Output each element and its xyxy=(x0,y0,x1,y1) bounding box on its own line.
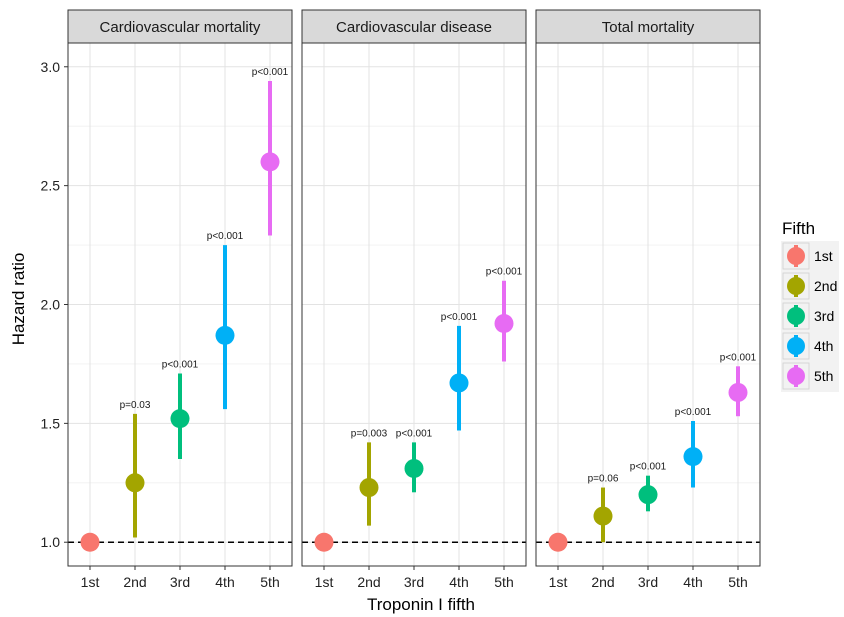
legend: Fifth 1st 2nd 3rd 4th 5th xyxy=(781,219,839,392)
data-point xyxy=(593,506,613,526)
data-point xyxy=(260,152,280,172)
data-point xyxy=(728,382,748,402)
data-point xyxy=(359,478,379,498)
legend-key-point xyxy=(787,277,805,295)
p-value-label: p=0.06 xyxy=(588,474,619,485)
data-point xyxy=(170,409,190,429)
y-tick-label: 1.0 xyxy=(41,534,61,550)
x-tick-label: 3rd xyxy=(638,574,658,590)
data-point xyxy=(314,532,334,552)
panels-layer: 1.0 1.5 2.0 2.5 3.0 Cardiovascular mortality p… xyxy=(41,9,761,590)
data-point xyxy=(125,473,145,493)
panel-1: Cardiovascular mortality p=0.03 p<0.001 p<0… xyxy=(67,9,293,590)
x-tick-label: 4th xyxy=(683,574,702,590)
strip-background xyxy=(67,9,293,44)
data-point xyxy=(548,532,568,552)
data-point xyxy=(404,459,424,479)
x-tick-label: 1st xyxy=(81,574,100,590)
p-value-label: p<0.001 xyxy=(207,231,244,242)
legend-key-point xyxy=(787,337,805,355)
data-point xyxy=(449,373,469,393)
p-value-label: p<0.001 xyxy=(675,407,712,418)
strip-background xyxy=(301,9,527,44)
p-value-label: p=0.003 xyxy=(351,428,388,439)
data-point xyxy=(683,447,703,467)
x-tick-label: 5th xyxy=(260,574,279,590)
data-point xyxy=(638,485,658,505)
p-value-label: p=0.03 xyxy=(120,400,151,411)
strip-background xyxy=(535,9,761,44)
legend-label: 3rd xyxy=(814,308,834,324)
p-value-label: p<0.001 xyxy=(486,267,523,278)
legend-label: 5th xyxy=(814,368,833,384)
data-point xyxy=(80,532,100,552)
p-value-label: p<0.001 xyxy=(441,312,478,323)
x-tick-label: 2nd xyxy=(123,574,146,590)
data-point xyxy=(494,314,514,334)
y-axis-title: Hazard ratio xyxy=(9,253,28,346)
p-value-label: p<0.001 xyxy=(162,359,199,370)
panel-title: Cardiovascular disease xyxy=(336,19,492,36)
y-tick-label: 3.0 xyxy=(41,59,61,75)
legend-title: Fifth xyxy=(782,219,815,238)
panel-title: Total mortality xyxy=(602,19,695,36)
x-tick-label: 4th xyxy=(449,574,468,590)
legend-label: 4th xyxy=(814,338,833,354)
p-value-label: p<0.001 xyxy=(630,462,667,473)
x-tick-label: 4th xyxy=(215,574,234,590)
x-tick-label: 3rd xyxy=(170,574,190,590)
data-point xyxy=(215,325,235,345)
p-value-label: p<0.001 xyxy=(720,352,757,363)
x-tick-label: 5th xyxy=(728,574,747,590)
legend-key-point xyxy=(787,307,805,325)
legend-label: 2nd xyxy=(814,278,837,294)
x-tick-label: 5th xyxy=(494,574,513,590)
p-value-label: p<0.001 xyxy=(396,428,433,439)
x-axis-title: Troponin I fifth xyxy=(367,595,475,614)
p-value-label: p<0.001 xyxy=(252,67,289,78)
x-tick-label: 2nd xyxy=(591,574,614,590)
legend-label: 1st xyxy=(814,248,833,264)
legend-key-point xyxy=(787,367,805,385)
y-tick-label: 2.0 xyxy=(41,297,61,313)
x-tick-label: 1st xyxy=(549,574,568,590)
panel-2: Cardiovascular disease p=0.003 p<0.001 p<0.… xyxy=(301,9,527,590)
legend-key-point xyxy=(787,247,805,265)
y-tick-label: 2.5 xyxy=(41,178,61,194)
y-tick-label: 1.5 xyxy=(41,415,61,431)
x-tick-label: 3rd xyxy=(404,574,424,590)
x-tick-label: 1st xyxy=(315,574,334,590)
panel-title: Cardiovascular mortality xyxy=(100,19,261,36)
panel-3: Total mortality p=0.06 p<0.001 p<0.001 p<0.0… xyxy=(535,9,761,590)
x-tick-label: 2nd xyxy=(357,574,380,590)
